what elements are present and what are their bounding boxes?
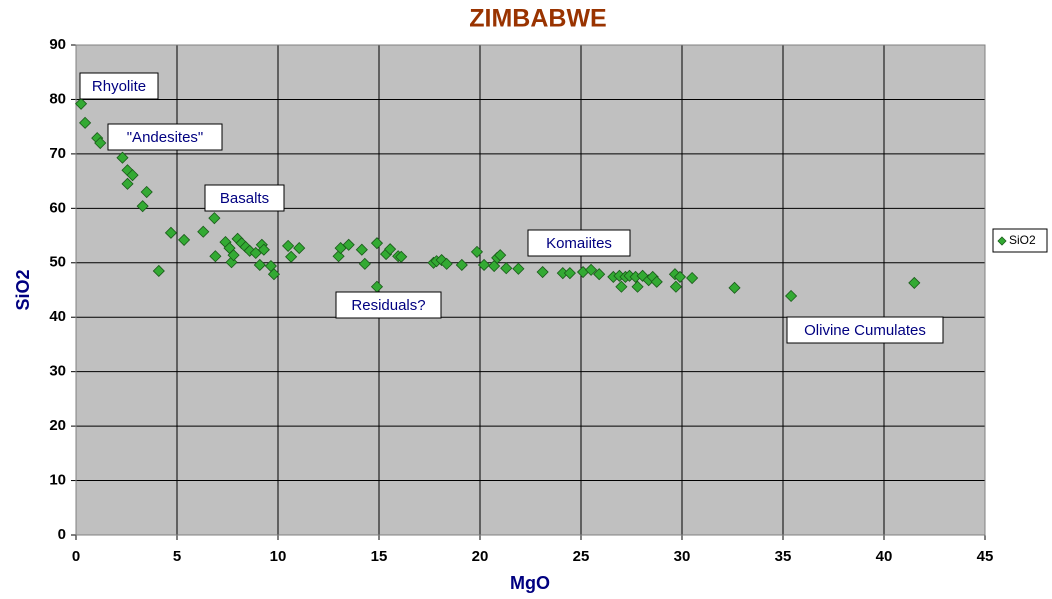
- point: [152, 264, 165, 278]
- point: [208, 212, 221, 225]
- point: [79, 116, 92, 129]
- point: [908, 276, 921, 289]
- x-tick-label: 45: [977, 548, 994, 565]
- point: [615, 280, 628, 293]
- point: [455, 258, 468, 272]
- point: [650, 275, 663, 288]
- y-tick-label: 70: [49, 145, 66, 162]
- annotation-box: [335, 291, 442, 319]
- annotation-box: [204, 184, 285, 212]
- y-tick-label: 40: [49, 308, 66, 325]
- x-axis-label: MgO: [510, 573, 550, 593]
- x-tick-label: 0: [72, 548, 80, 565]
- point: [631, 280, 644, 293]
- annotation-box: [527, 229, 631, 257]
- point: [164, 226, 178, 239]
- point: [686, 271, 699, 285]
- point: [440, 257, 453, 270]
- point: [494, 249, 507, 262]
- point: [395, 250, 408, 263]
- x-tick-label: 5: [173, 548, 181, 565]
- y-tick-label: 90: [49, 36, 66, 53]
- point: [500, 262, 513, 275]
- point: [243, 244, 256, 257]
- x-tick-label: 30: [674, 548, 691, 565]
- point: [470, 245, 484, 258]
- point: [178, 233, 191, 246]
- point: [342, 238, 355, 251]
- point: [225, 256, 238, 269]
- x-tick-label: 25: [573, 548, 590, 565]
- point: [136, 200, 149, 213]
- y-tick-label: 0: [58, 526, 66, 543]
- point: [253, 258, 266, 272]
- x-tick-label: 20: [472, 548, 489, 565]
- legend-marker: [997, 236, 1007, 246]
- x-tick-label: 10: [270, 548, 287, 565]
- point: [370, 237, 384, 250]
- point: [94, 136, 107, 150]
- point: [355, 243, 368, 256]
- point: [512, 262, 525, 275]
- point: [384, 243, 397, 256]
- point: [563, 267, 576, 280]
- point: [332, 250, 345, 263]
- point: [121, 177, 134, 190]
- y-tick-label: 80: [49, 90, 66, 107]
- y-tick-label: 30: [49, 363, 66, 380]
- point: [358, 257, 371, 270]
- point: [257, 243, 270, 256]
- point: [197, 225, 210, 238]
- point: [669, 280, 683, 293]
- point: [227, 249, 240, 262]
- point: [74, 97, 88, 110]
- point: [209, 250, 222, 263]
- annotation: Komaiites: [546, 235, 612, 252]
- point: [116, 151, 129, 164]
- y-tick-label: 20: [49, 417, 66, 434]
- y-tick-label: 60: [49, 199, 66, 216]
- annotation-box: [786, 316, 944, 344]
- point: [477, 258, 491, 272]
- legend-box: [992, 228, 1048, 253]
- point: [488, 259, 501, 273]
- x-tick-label: 15: [371, 548, 388, 565]
- point: [785, 289, 798, 303]
- annotation: Olivine Cumulates: [804, 322, 926, 339]
- annotation-box: [79, 72, 159, 100]
- plot-area: [76, 45, 985, 535]
- plot-border: [75, 44, 986, 536]
- point: [536, 265, 549, 279]
- annotation: Basalts: [220, 190, 269, 207]
- legend-label: SiO2: [1009, 233, 1036, 247]
- point: [593, 268, 606, 281]
- point: [267, 268, 281, 281]
- point: [435, 253, 448, 267]
- point: [673, 270, 687, 283]
- point: [282, 239, 295, 252]
- x-tick-label: 35: [775, 548, 792, 565]
- point: [728, 281, 741, 294]
- point: [293, 242, 306, 255]
- annotation: Rhyolite: [92, 78, 146, 95]
- annotation: "Andesites": [127, 129, 204, 146]
- chart-title: ZIMBABWE: [469, 5, 606, 33]
- x-tick-label: 40: [876, 548, 893, 565]
- point: [285, 250, 298, 263]
- y-tick-label: 10: [49, 472, 66, 489]
- y-tick-label: 50: [49, 254, 66, 271]
- annotation-box: [107, 123, 223, 151]
- y-axis-label: SiO2: [13, 269, 33, 310]
- point: [140, 185, 153, 199]
- point: [126, 169, 139, 182]
- annotation: Residuals?: [351, 297, 425, 314]
- point: [585, 263, 598, 276]
